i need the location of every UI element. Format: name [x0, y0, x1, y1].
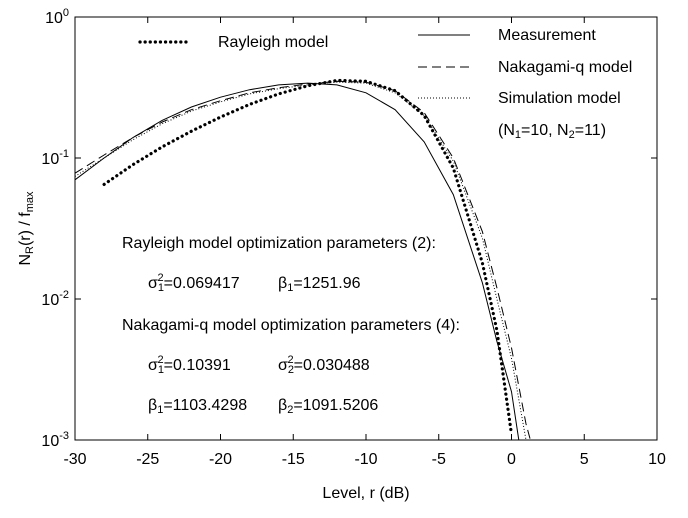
x-tick-label: -25 [136, 451, 159, 468]
data-line [74, 82, 520, 441]
legend-label: Measurement [498, 27, 596, 44]
annotation: Nakagami-q model optimization parameters… [122, 317, 460, 334]
x-tick-label: 10 [648, 451, 666, 468]
data-line [74, 81, 527, 441]
x-tick-label: -5 [432, 451, 446, 468]
y-tick-label: 10-1 [41, 148, 69, 168]
x-tick-label: -10 [354, 451, 377, 468]
annotation: β2=1091.5206 [278, 397, 378, 416]
legend-note: (N1=10, N2=11) [498, 122, 606, 141]
data-line [74, 80, 531, 441]
y-tick-label: 10-3 [41, 430, 69, 450]
annotation: β1=1251.96 [278, 275, 361, 294]
x-tick-label: -20 [209, 451, 232, 468]
x-tick-label: -15 [282, 451, 305, 468]
x-axis-label: Level, r (dB) [322, 485, 409, 502]
y-tick-label: 10-2 [41, 289, 69, 309]
data-line [102, 78, 514, 436]
annotation: σ12=0.069417 [148, 272, 240, 294]
annotation: σ12=0.10391 [148, 354, 231, 376]
x-tick-label: 0 [507, 451, 516, 468]
annotation: σ22=0.030488 [278, 354, 370, 376]
x-tick-label: 5 [580, 451, 589, 468]
y-axis-label: NR(r) / fmax [17, 191, 36, 266]
y-tick-label: 100 [45, 7, 69, 27]
annotation: β1=1103.4298 [148, 397, 247, 416]
legend-label: Simulation model [498, 90, 621, 107]
legend-label: Nakagami-q model [498, 59, 632, 76]
x-tick-label: -30 [63, 451, 86, 468]
annotation: Rayleigh model optimization parameters (… [122, 235, 436, 252]
legend-label: Rayleigh model [218, 34, 328, 51]
